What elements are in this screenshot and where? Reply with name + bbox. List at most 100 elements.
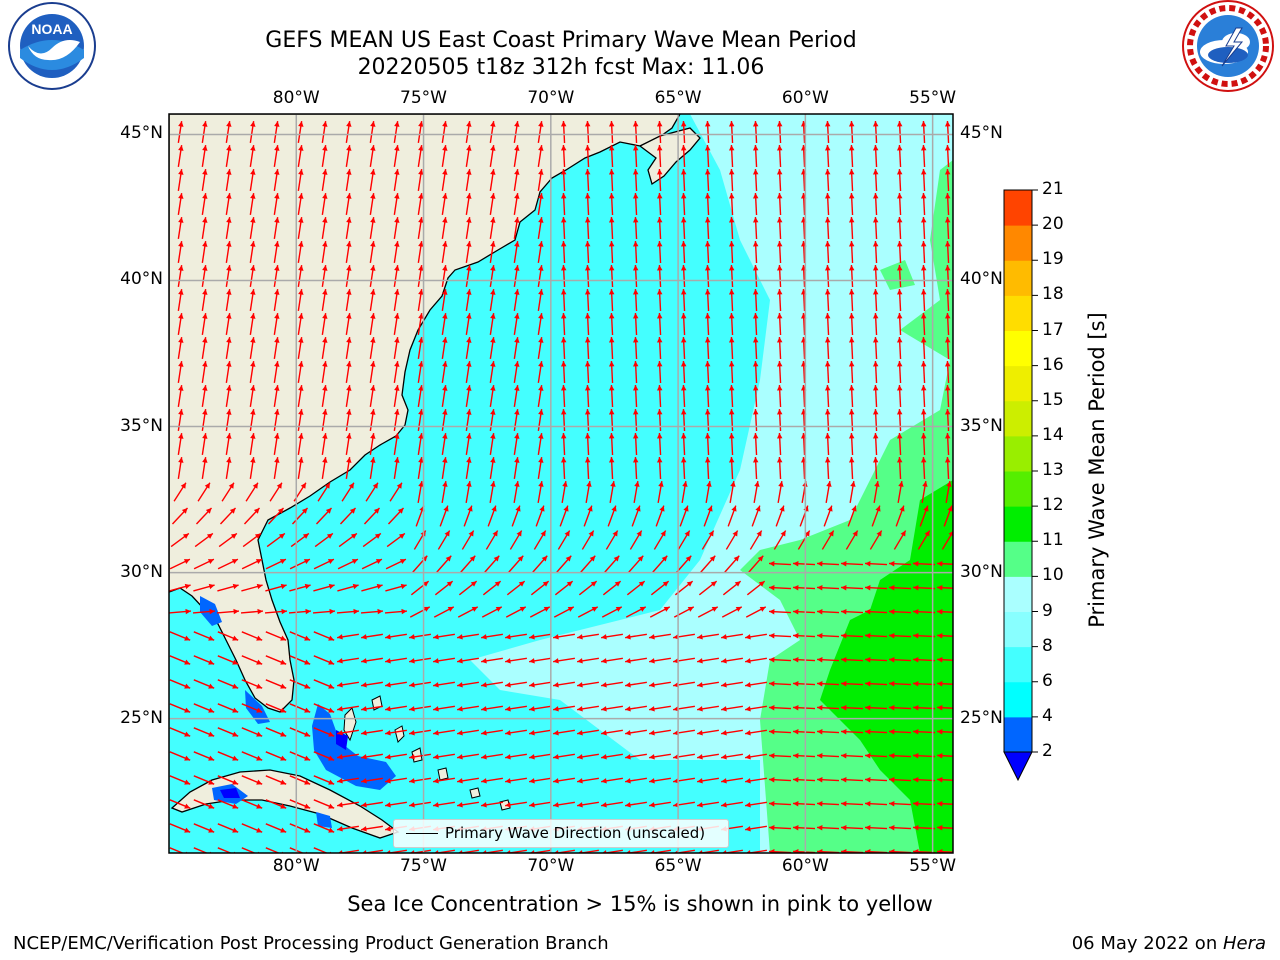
wave-arrow [792,608,816,615]
wave-arrow [944,216,951,240]
wave-arrow [242,532,262,548]
colorbar-tick-label: 10 [1042,565,1064,586]
wave-arrow [482,580,502,596]
lon-tick-label: 80°W [272,88,320,108]
wave-arrow [532,555,548,573]
wave-arrow [265,583,287,592]
wave-arrow [632,408,639,432]
wave-arrow [249,361,256,383]
wave-arrow [537,145,544,167]
wave-arrow [561,481,568,503]
wave-arrow [537,457,544,479]
wave-arrow [728,432,735,456]
wave-arrow [848,408,855,432]
wave-arrow [537,121,544,143]
wave-arrow [577,753,599,760]
wave-arrow [792,680,816,687]
wave-arrow [888,824,912,831]
lat-tick-label: 30°N [960,561,1003,582]
wave-arrow [869,530,883,550]
wave-arrow [369,145,376,167]
wave-arrow [704,408,711,432]
wave-arrow [704,432,711,456]
colorbar-segment [1004,400,1032,437]
wave-arrow [872,408,879,432]
colorbar-segment [1004,330,1032,367]
wave-arrow [241,679,263,689]
wave-arrow [217,727,239,737]
wave-arrow [577,606,599,618]
wave-arrow [193,703,215,713]
wave-arrow [345,289,352,311]
lon-tick-label: 65°W [654,856,702,876]
wave-arrow [608,168,615,192]
wave-arrow [625,753,647,760]
wave-arrow [481,705,503,712]
wave-arrow [936,704,953,711]
colorbar-segment [1004,506,1032,542]
wave-arrow [632,336,639,360]
wave-arrow [608,288,615,312]
wave-arrow [289,655,311,665]
wave-arrow [249,433,256,455]
wave-arrow [489,121,496,143]
wave-arrow [417,193,424,215]
wave-arrow [441,481,448,503]
wave-arrow [506,580,526,596]
wave-arrow [481,633,503,640]
wave-arrow [537,289,544,311]
wave-arrow [289,679,311,689]
wave-arrow [816,560,840,567]
wave-arrow [697,801,719,808]
wave-arrow [225,385,232,407]
wave-arrow [345,217,352,239]
wave-arrow [433,705,455,712]
wave-arrow [680,144,687,168]
wave-arrow [267,507,285,525]
wave-arrow [872,312,879,336]
wave-arrow [409,777,431,784]
wave-arrow [632,240,639,264]
colorbar-tick-label: 12 [1042,495,1064,516]
wave-arrow [201,361,208,383]
wave-arrow [601,729,623,736]
wave-arrow [704,120,711,144]
wave-arrow [560,144,567,168]
wave-arrow [704,144,711,168]
wave-arrow [680,168,687,192]
wave-arrow [265,655,287,665]
wave-arrow [721,657,743,664]
wave-arrow [920,264,927,288]
wave-arrow [201,265,208,287]
wave-arrow [465,313,472,335]
wave-arrow [920,192,927,216]
wave-arrow [848,168,855,192]
wave-arrow [169,655,191,665]
wave-arrow [513,313,520,335]
wave-arrow [321,217,328,239]
wave-arrow [585,481,592,503]
wave-arrow [385,729,407,736]
wave-arrow [417,433,424,455]
wave-arrow [337,825,359,832]
wave-arrow [169,558,191,570]
wave-arrow [481,681,503,688]
wave-arrow [465,241,472,263]
wave-arrow [680,288,687,312]
wave-arrow [240,608,264,615]
wave-arrow [266,532,286,548]
wave-arrow [249,121,256,143]
wave-arrow [944,192,951,216]
wave-arrow [313,679,335,689]
wave-arrow [602,580,622,596]
wave-arrow [369,241,376,263]
wave-arrow [273,145,280,167]
wave-arrow [273,337,280,359]
wave-arrow [193,655,215,665]
lon-tick-label: 60°W [781,856,829,876]
wave-arrow [345,361,352,383]
wave-arrow [848,312,855,336]
wave-arrow [864,584,888,591]
wave-arrow [943,505,953,527]
wave-arrow [936,848,953,853]
